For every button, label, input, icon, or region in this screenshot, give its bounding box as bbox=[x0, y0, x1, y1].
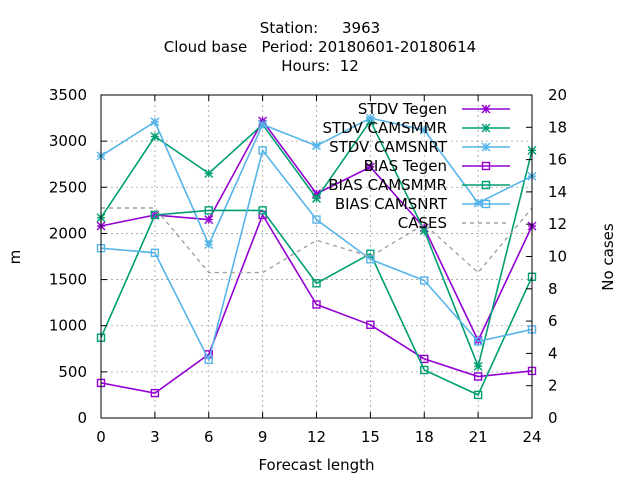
legend-label: STDV Tegen bbox=[358, 100, 447, 118]
x-tick-label: 24 bbox=[522, 428, 541, 446]
x-tick-label: 18 bbox=[415, 428, 434, 446]
y2-tick-label: 10 bbox=[548, 248, 567, 266]
y-tick-label: 2000 bbox=[49, 224, 87, 242]
series-line bbox=[100, 148, 533, 363]
title-line: Hours: 12 bbox=[281, 57, 359, 75]
data-point bbox=[473, 372, 483, 381]
series-cases bbox=[101, 207, 533, 274]
y2-tick-label: 18 bbox=[548, 118, 567, 136]
data-point bbox=[312, 141, 321, 151]
y2-tick-label: 6 bbox=[548, 312, 558, 330]
data-point bbox=[258, 146, 267, 155]
y2-tick-label: 16 bbox=[548, 151, 567, 169]
x-tick-label: 21 bbox=[469, 428, 488, 446]
data-point bbox=[204, 206, 213, 215]
y2-tick-label: 0 bbox=[548, 409, 558, 427]
data-point bbox=[366, 255, 375, 264]
legend-marker bbox=[481, 123, 491, 133]
series-line bbox=[100, 209, 533, 396]
y2-tick-label: 4 bbox=[548, 344, 558, 362]
legend-marker bbox=[481, 161, 491, 171]
y-tick-label: 500 bbox=[58, 363, 87, 381]
y2-tick-label: 14 bbox=[548, 183, 567, 201]
data-point bbox=[419, 226, 429, 236]
series-stdv-camsnrt bbox=[96, 113, 537, 249]
title-line: Cloud base Period: 20180601-20180614 bbox=[164, 38, 476, 56]
x-tick-label: 15 bbox=[361, 428, 380, 446]
legend-label: BIAS CAMSMMR bbox=[328, 176, 447, 194]
data-point bbox=[420, 365, 429, 375]
data-point bbox=[204, 240, 214, 249]
y-tick-label: 3000 bbox=[49, 132, 87, 150]
data-point bbox=[258, 120, 268, 130]
y2-tick-label: 20 bbox=[548, 86, 567, 104]
series-line bbox=[101, 207, 533, 274]
legend-marker bbox=[481, 180, 491, 190]
data-point bbox=[150, 248, 160, 258]
data-point bbox=[473, 337, 483, 346]
y2-tick-label: 2 bbox=[548, 377, 558, 395]
y-axis-label: m bbox=[6, 250, 24, 265]
data-point bbox=[365, 113, 375, 123]
data-point bbox=[420, 354, 429, 364]
data-point bbox=[204, 215, 214, 225]
axis-ticks: 0 3 6 9 12 15 18 21 2405001000150020002500300035… bbox=[49, 86, 567, 446]
legend-label: BIAS Tegen bbox=[364, 157, 447, 175]
data-point bbox=[312, 300, 321, 309]
y-tick-label: 0 bbox=[77, 409, 87, 427]
legend-marker bbox=[481, 142, 491, 152]
data-point bbox=[312, 193, 321, 203]
legend-marker bbox=[481, 104, 491, 114]
x-tick-label: 3 bbox=[150, 428, 160, 446]
y-tick-label: 1500 bbox=[49, 271, 87, 289]
data-point bbox=[150, 132, 160, 142]
y-tick-label: 2500 bbox=[49, 178, 87, 196]
data-point bbox=[150, 210, 160, 220]
y2-axis-label: No cases bbox=[599, 223, 617, 291]
series-bias-tegen bbox=[96, 210, 537, 398]
legend-label: STDV CAMSNRT bbox=[329, 138, 448, 156]
title-line: Station: 3963 bbox=[260, 19, 380, 37]
x-tick-label: 9 bbox=[258, 428, 268, 446]
legend-label: BIAS CAMSNRT bbox=[335, 195, 448, 213]
data-point bbox=[312, 279, 321, 288]
data-point bbox=[204, 168, 214, 178]
legend-label: STDV CAMSMMR bbox=[322, 119, 447, 137]
data-point bbox=[150, 117, 160, 127]
series-line bbox=[100, 213, 533, 394]
legend-label: CASES bbox=[398, 214, 447, 232]
data-point bbox=[366, 320, 375, 329]
data-point bbox=[258, 206, 267, 215]
data-point bbox=[473, 198, 483, 208]
data-point bbox=[473, 361, 483, 371]
y2-tick-label: 12 bbox=[548, 215, 567, 233]
data-point bbox=[365, 162, 375, 172]
x-axis-label: Forecast length bbox=[258, 456, 374, 474]
y2-tick-label: 8 bbox=[548, 280, 558, 298]
data-point bbox=[473, 390, 483, 400]
y-tick-label: 1000 bbox=[49, 317, 87, 335]
x-tick-label: 12 bbox=[307, 428, 326, 446]
data-point bbox=[420, 276, 429, 285]
legend-marker bbox=[481, 199, 491, 209]
data-point bbox=[204, 355, 213, 365]
data-point bbox=[150, 388, 160, 398]
x-tick-label: 0 bbox=[96, 428, 106, 446]
x-tick-label: 6 bbox=[204, 428, 214, 446]
data-point bbox=[419, 125, 429, 135]
data-point bbox=[312, 215, 321, 224]
series-bias-camsnrt bbox=[96, 146, 537, 365]
y-tick-label: 3500 bbox=[49, 86, 87, 104]
